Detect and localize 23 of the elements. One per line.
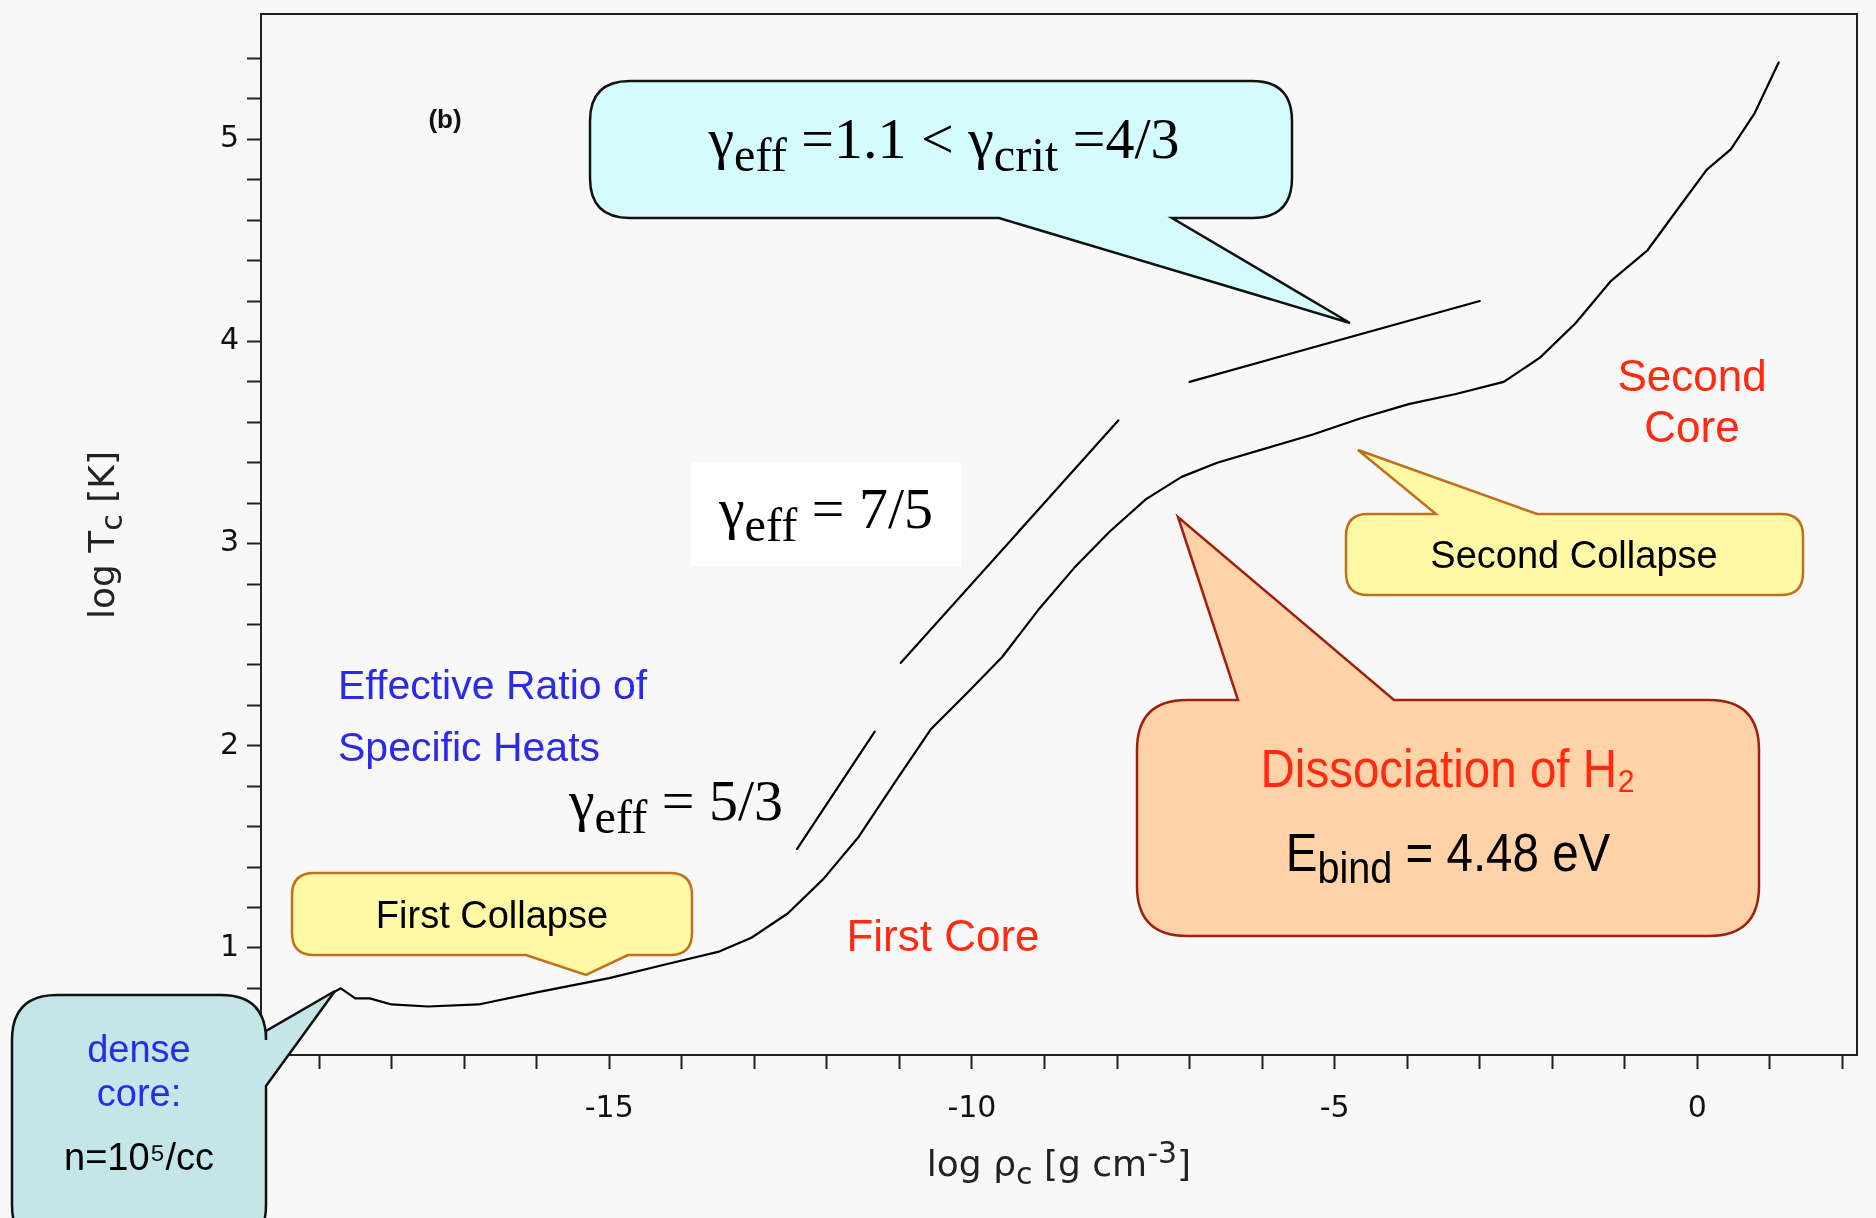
annotation: (b) [428,104,462,135]
y-tick-label: 3 [219,523,239,559]
y-tick-label: 4 [219,321,239,357]
annotation: Second Core [1616,351,1768,453]
x-tick-label: 0 [1687,1088,1707,1124]
annotation: γ$_{eff}$ =1.1 < γ$_{crit}$ =4/3 [708,105,1180,183]
annotation: E$_{bind}$ = 4.48 eV [1285,820,1611,894]
annotation: Second Collapse [1430,534,1718,578]
annotation: γ$_{eff}$ = 7/5 [690,461,962,567]
y-tick-label: 1 [219,927,239,963]
x-axis-title: log ρ$_{c}$ [g cm$^{-3}$] [926,1134,1192,1192]
text: n=10⁵/cc [64,1136,214,1180]
annotation: Effective Ratio of Specific Heats [338,662,648,770]
annotation: First Core [846,910,1040,962]
x-tick-label: -5 [1319,1088,1350,1124]
annotation: γ$_{eff}$ = 5/3 [568,767,784,845]
y-tick-label: 2 [219,725,239,761]
x-tick-label: -15 [584,1088,634,1124]
x-tick-label: -10 [947,1088,997,1124]
y-tick-label: 5 [219,119,239,155]
text: dense core: [86,1028,192,1116]
annotation: First Collapse [375,894,609,938]
annotation: Dissociation of H₂ [1260,736,1636,800]
